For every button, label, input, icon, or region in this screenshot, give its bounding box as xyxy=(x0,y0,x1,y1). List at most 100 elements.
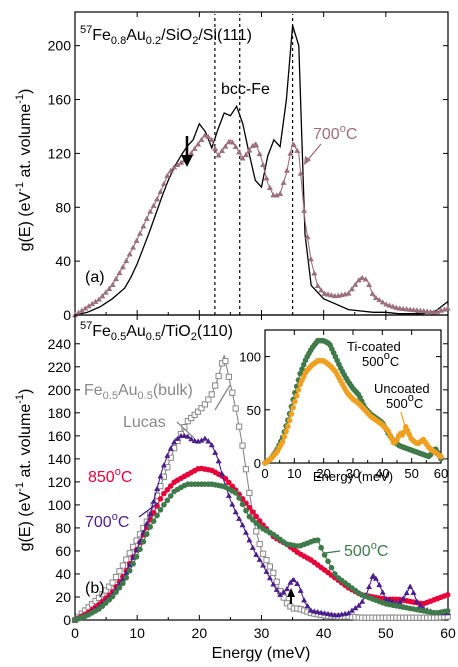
temp-700-label-b-part: C xyxy=(118,514,130,531)
data-point xyxy=(379,299,386,305)
data-point xyxy=(286,417,293,424)
temp-700-label-b-part: o xyxy=(112,511,118,523)
data-point xyxy=(253,528,260,535)
x-tick-label: 30 xyxy=(346,466,360,481)
data-point xyxy=(293,392,300,399)
data-point xyxy=(325,610,332,617)
data-point xyxy=(154,485,161,491)
data-point xyxy=(246,489,253,497)
data-point xyxy=(285,423,291,430)
data-point xyxy=(102,289,109,295)
data-point xyxy=(85,303,92,309)
data-point xyxy=(263,568,270,574)
y-axis-label-a: g(E) (eV-1 at. volume-1) xyxy=(14,89,34,252)
data-point xyxy=(283,600,291,607)
data-point xyxy=(119,264,126,270)
data-point xyxy=(191,411,198,418)
data-point xyxy=(283,585,290,592)
data-point xyxy=(109,281,116,288)
data-point xyxy=(283,428,289,435)
y-tick-label: 200 xyxy=(48,38,72,54)
data-point xyxy=(171,164,178,170)
y-tick-label: 160 xyxy=(48,92,72,108)
data-point xyxy=(417,602,424,608)
data-point xyxy=(366,583,373,590)
data-point xyxy=(144,531,150,537)
series-500-c xyxy=(72,481,451,623)
data-point xyxy=(389,303,396,309)
data-point xyxy=(259,550,267,557)
data-point xyxy=(359,598,366,604)
data-point xyxy=(147,208,154,214)
data-point xyxy=(167,445,174,451)
data-point xyxy=(292,398,298,405)
data-point xyxy=(157,188,164,194)
data-point xyxy=(136,230,143,236)
data-point xyxy=(130,543,137,551)
data-point xyxy=(92,597,99,605)
inset-ti-coated-label: Ti-coated xyxy=(347,339,401,354)
y-axis-label-a-part: -1 xyxy=(14,94,26,104)
data-point xyxy=(243,507,249,514)
x-tick-label: 60 xyxy=(440,625,456,641)
data-point xyxy=(372,294,379,300)
panel-b-title-part: 0.5 xyxy=(111,331,126,343)
series-line xyxy=(74,133,449,316)
data-point xyxy=(281,433,288,440)
panel-a-title-part: Au xyxy=(126,27,146,44)
y-tick-label: 40 xyxy=(55,566,71,582)
text-labels: 57Fe0.8Au0.2/SiO2/Si(111)57Fe0.5Au0.5/Ti… xyxy=(14,24,430,662)
data-point xyxy=(279,438,286,445)
data-point xyxy=(263,557,270,564)
data-point xyxy=(164,487,171,493)
data-point xyxy=(273,578,280,585)
data-point xyxy=(140,223,147,229)
data-point xyxy=(153,492,161,499)
data-point xyxy=(287,579,294,585)
inset-uncoated-temp-label-part: o xyxy=(408,392,414,404)
data-point xyxy=(270,569,277,576)
data-point xyxy=(188,436,195,442)
panel-b-label: (b) xyxy=(85,580,105,597)
panel-b-title-part: Fe xyxy=(92,323,111,340)
data-point xyxy=(208,136,215,143)
data-point xyxy=(307,256,314,262)
data-point xyxy=(89,300,96,307)
data-point xyxy=(205,396,212,403)
data-point xyxy=(225,492,232,498)
data-point xyxy=(109,593,116,600)
inset-panel: 0 10 20 30 40 50 60 0 50 100 xyxy=(239,329,448,481)
temp-700-pointer-head xyxy=(304,156,311,165)
data-point xyxy=(277,591,284,597)
data-point xyxy=(164,497,171,504)
data-point xyxy=(232,143,239,150)
data-point xyxy=(99,293,106,299)
panel-b-title-part: /TiO xyxy=(161,323,191,340)
data-point xyxy=(266,563,273,570)
temp-500-pointer xyxy=(324,550,341,554)
data-point xyxy=(102,587,109,594)
data-point xyxy=(113,275,120,282)
data-point xyxy=(205,438,212,444)
data-point xyxy=(116,269,123,276)
x-tick-label: 60 xyxy=(434,466,448,481)
series-0 xyxy=(74,25,449,316)
data-point xyxy=(314,609,321,615)
data-point xyxy=(188,150,195,156)
temp-700-label-a-part: 700 xyxy=(313,126,340,143)
data-point xyxy=(106,583,113,590)
y-tick-label: 40 xyxy=(55,253,71,269)
data-point xyxy=(295,387,302,393)
temp-850-label-part: o xyxy=(115,466,121,478)
data-point xyxy=(160,462,167,468)
data-point xyxy=(355,602,362,608)
data-point xyxy=(386,597,393,603)
data-point xyxy=(396,599,403,605)
data-point xyxy=(222,143,229,149)
x-tick-label: 20 xyxy=(192,625,208,641)
inset-uncoated-pointer xyxy=(400,411,407,431)
data-point xyxy=(280,594,287,601)
data-point xyxy=(246,147,253,153)
feature-arrow-a-head xyxy=(181,155,193,167)
data-point xyxy=(222,357,229,365)
